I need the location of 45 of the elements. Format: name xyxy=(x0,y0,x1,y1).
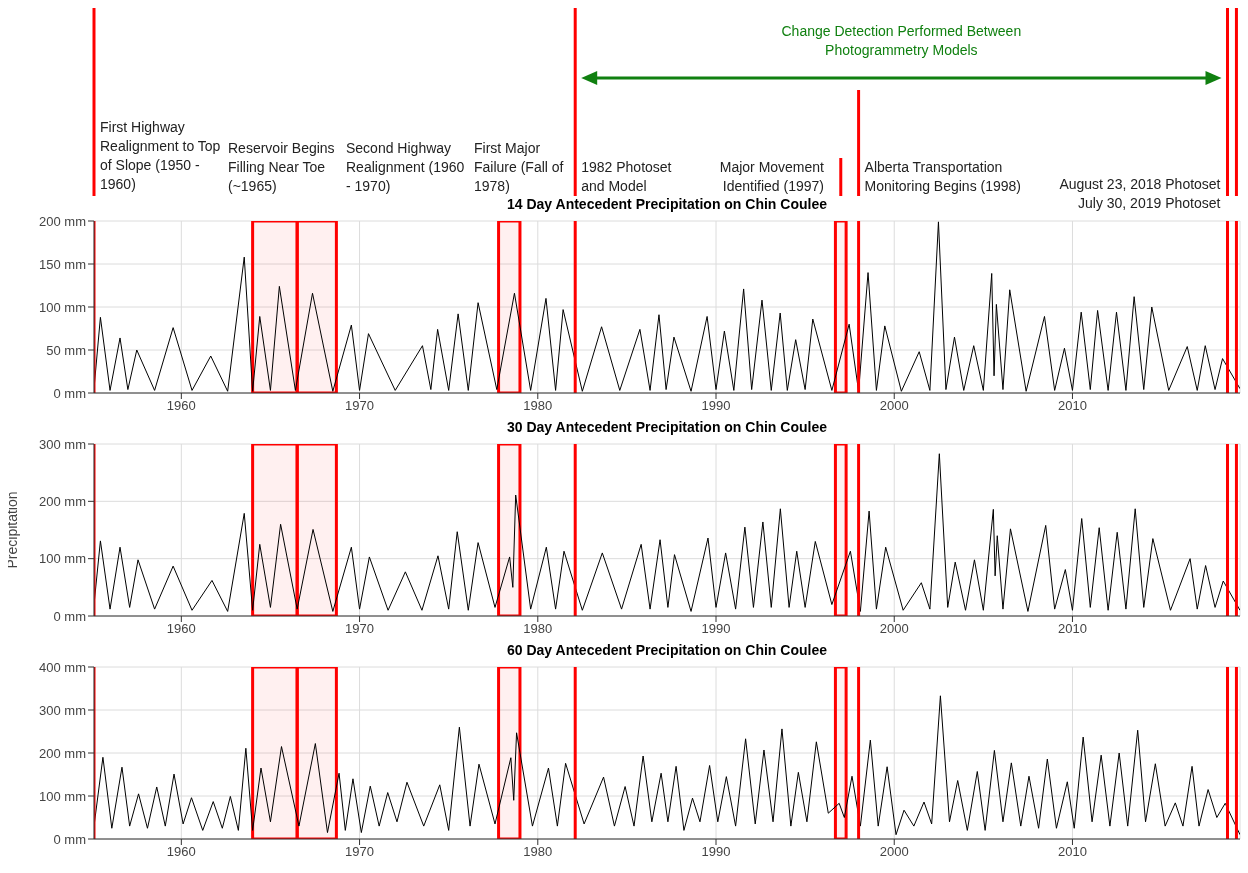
y-tick-label: 300 mm xyxy=(39,702,86,718)
y-tick-label: 150 mm xyxy=(39,256,86,272)
band-label: Reservoir Begins Filling Near Toe (~1965) xyxy=(228,139,336,196)
y-tick-label: 400 mm xyxy=(39,659,86,675)
x-tick-label: 1960 xyxy=(166,621,196,637)
ref-line-label: July 30, 2019 Photoset xyxy=(1077,194,1221,213)
ref-line-label: 1982 Photoset and Model xyxy=(581,158,673,196)
y-tick-label: 100 mm xyxy=(39,299,86,315)
band-label: Major Movement Identified (1997) xyxy=(718,158,824,196)
chart-title: 30 Day Antecedent Precipitation on Chin Coulee xyxy=(506,419,828,436)
x-tick-label: 1980 xyxy=(523,621,553,637)
x-tick-label: 2000 xyxy=(879,621,909,637)
y-tick-label: 0 mm xyxy=(53,385,86,401)
ref-line-label: August 23, 2018 Photoset xyxy=(1058,175,1221,194)
band-label: Second Highway Realignment (1960 - 1970) xyxy=(346,139,466,196)
y-tick-label: 100 mm xyxy=(39,551,86,567)
y-tick-label: 50 mm xyxy=(46,342,86,358)
x-tick-label: 1960 xyxy=(166,844,196,860)
ref-line-label: First Highway Realignment to Top of Slope (1950 - 1960) xyxy=(100,118,222,194)
x-tick-label: 2000 xyxy=(879,844,909,860)
text: Change Detection Performed Between Photogrammetry Models xyxy=(780,22,1023,60)
x-tick-label: 1980 xyxy=(523,844,553,860)
x-tick-label: 1990 xyxy=(701,621,731,637)
x-tick-label: 2010 xyxy=(1058,621,1087,637)
y-tick-label: 0 mm xyxy=(53,608,86,624)
x-tick-label: 1990 xyxy=(701,398,731,414)
x-tick-label: 1990 xyxy=(701,844,731,860)
y-tick-label: 200 mm xyxy=(39,745,86,761)
y-tick-label: 0 mm xyxy=(53,831,86,847)
x-tick-label: 1960 xyxy=(166,398,196,414)
x-tick-label: 2010 xyxy=(1058,844,1087,860)
y-tick-label: 100 mm xyxy=(39,788,86,804)
x-tick-label: 2000 xyxy=(879,398,909,414)
band-label: First Major Failure (Fall of 1978) xyxy=(474,139,565,196)
y-tick-label: 200 mm xyxy=(39,213,86,229)
x-tick-label: 1980 xyxy=(523,398,553,414)
x-tick-label: 2010 xyxy=(1058,398,1087,414)
x-tick-label: 1970 xyxy=(345,621,375,637)
x-tick-label: 1970 xyxy=(345,398,375,414)
x-tick-label: 1970 xyxy=(345,844,375,860)
y-tick-label: 200 mm xyxy=(39,493,86,509)
chart-title: 60 Day Antecedent Precipitation on Chin Coulee xyxy=(506,642,828,659)
y-tick-label: 300 mm xyxy=(39,436,86,452)
ref-line-label: Alberta Transportation Monitoring Begins (1998) xyxy=(864,158,1022,196)
chart-title: 14 Day Antecedent Precipitation on Chin Coulee xyxy=(507,196,827,212)
